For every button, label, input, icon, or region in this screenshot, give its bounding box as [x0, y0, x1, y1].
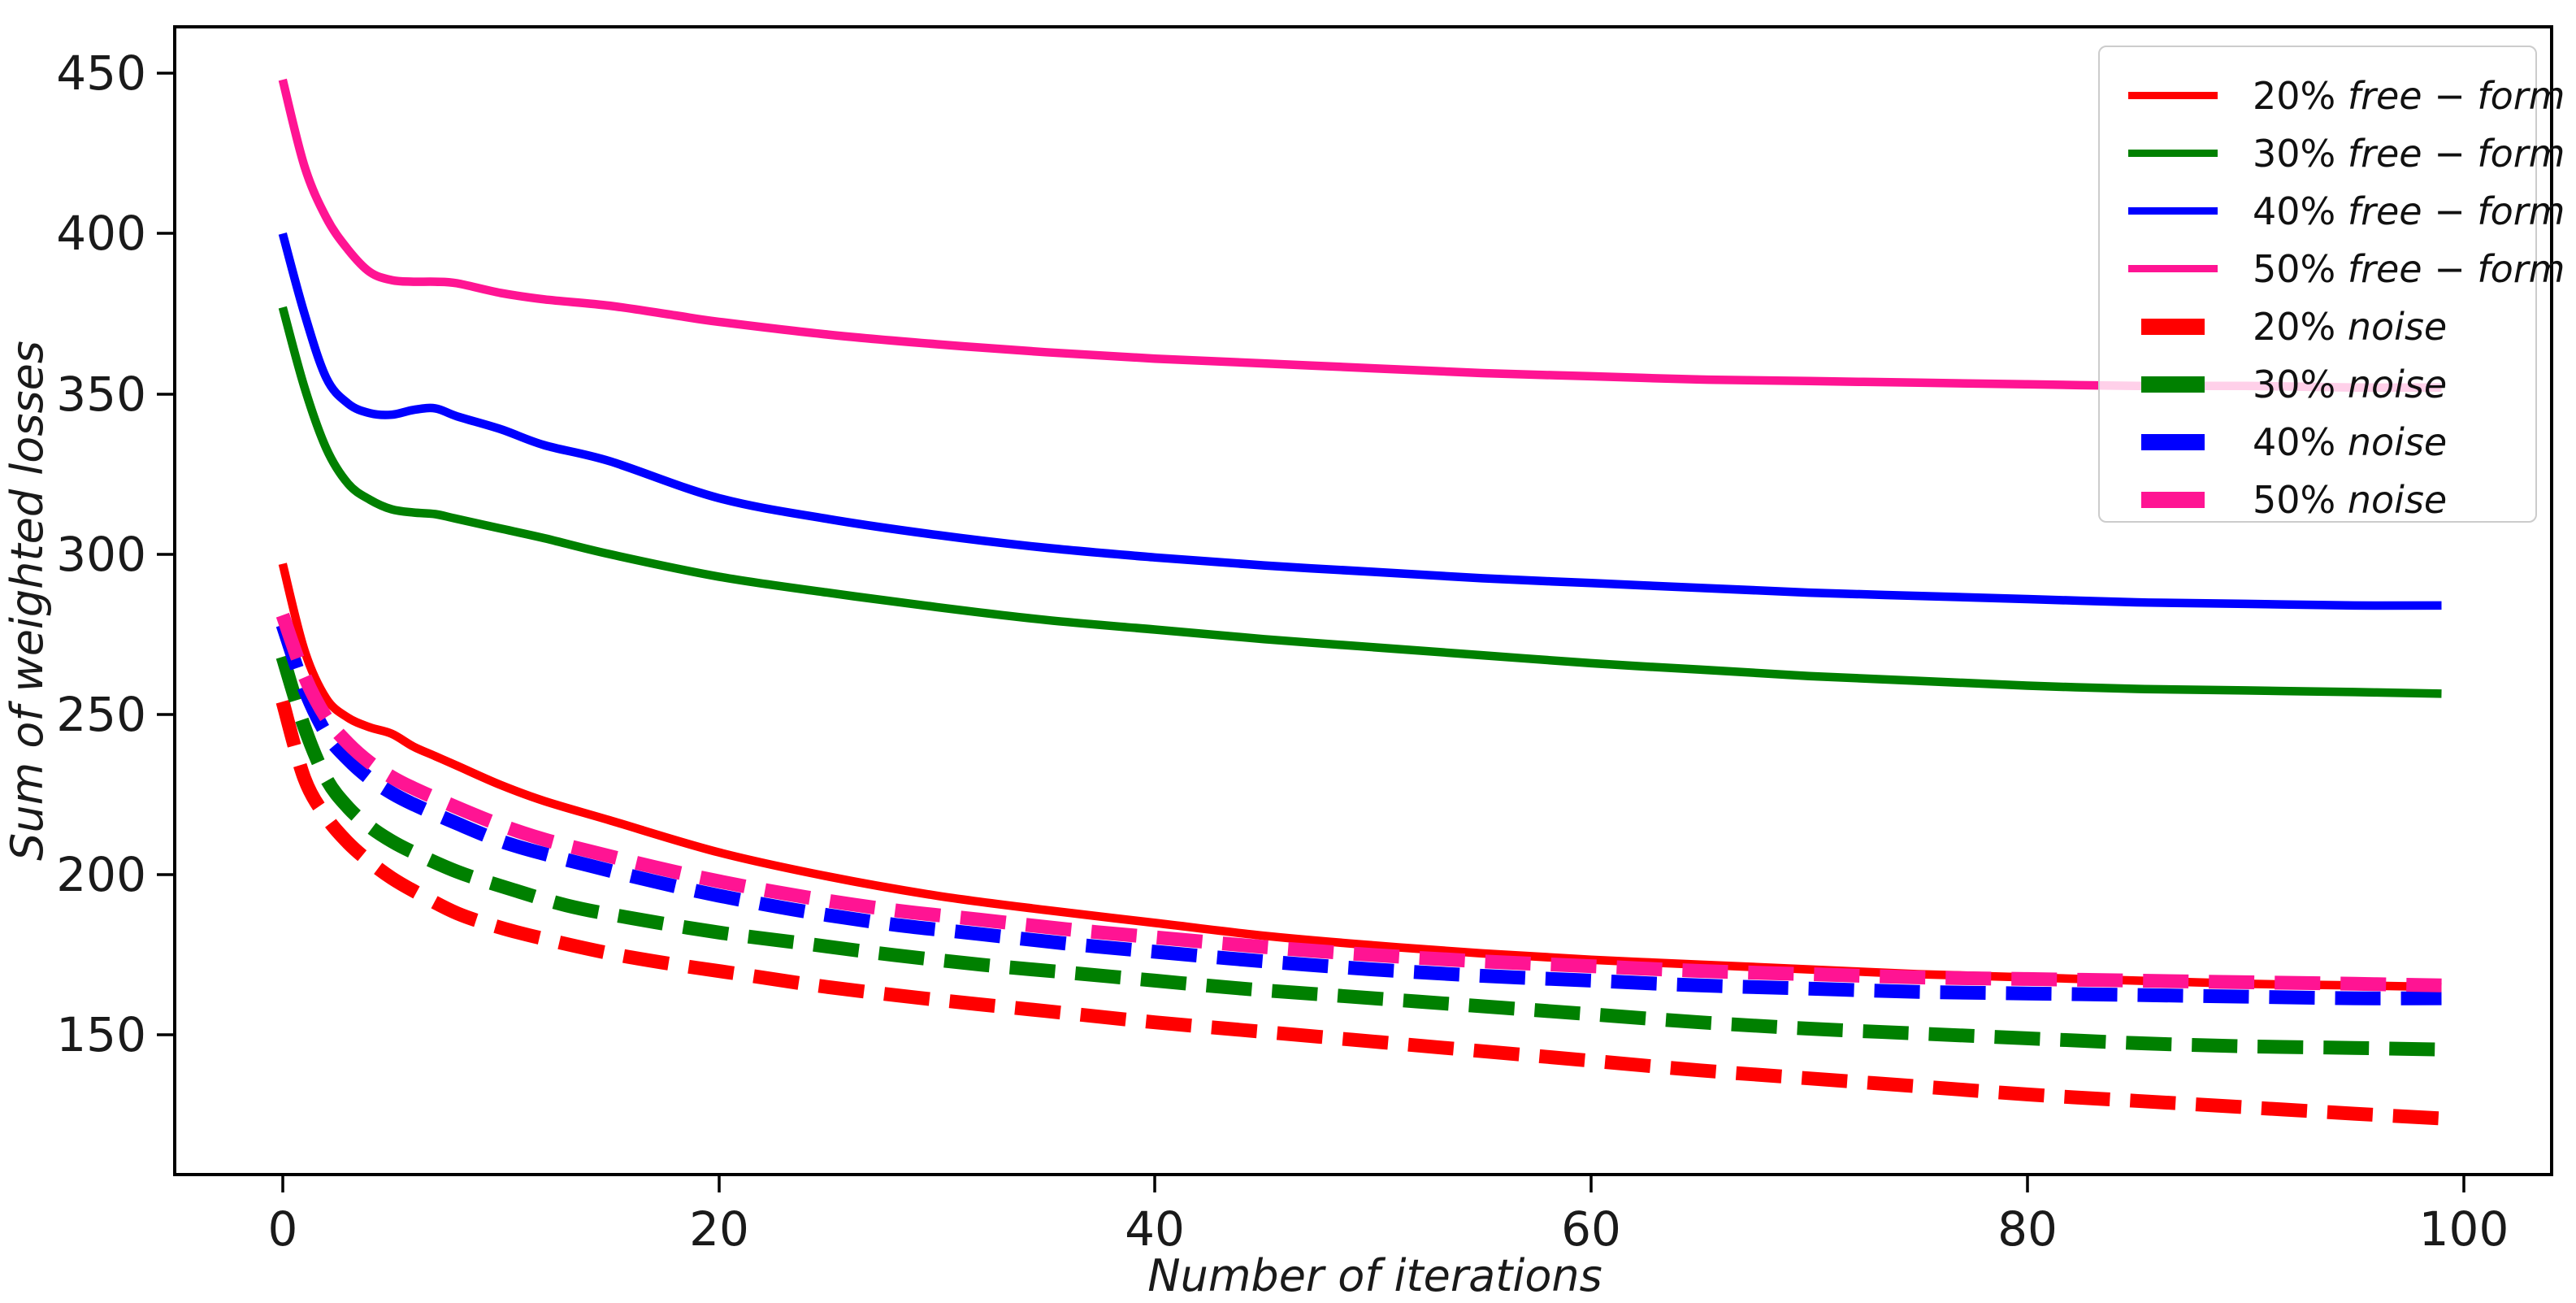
- series-line-50-free-form: [278, 78, 2442, 393]
- y-axis-label: Sum of weighted losses: [2, 341, 53, 861]
- legend-line-swatch: [2128, 150, 2218, 157]
- plot-border: [173, 25, 2553, 1176]
- legend-item: 40% free − form: [2124, 182, 2565, 240]
- legend-item: 50% free − form: [2124, 240, 2565, 298]
- x-axis-label: Number of iterations: [1147, 1250, 1602, 1301]
- x-tick-label: 20: [689, 1201, 749, 1257]
- legend-item: 30% free − form: [2124, 124, 2565, 182]
- series-line-30-free-form: [278, 306, 2442, 698]
- y-tick-label: 200: [56, 847, 146, 902]
- y-tick-label: 150: [56, 1007, 146, 1062]
- x-tick-label: 60: [1561, 1201, 1621, 1257]
- legend-label: 50% free − form: [2253, 246, 2565, 291]
- y-tick-label: 400: [56, 206, 146, 261]
- legend-item: 40% noise: [2124, 413, 2535, 471]
- y-tick-labels: 450 400 350 300 250 200 150: [56, 46, 146, 1062]
- y-tick-label: 350: [56, 367, 146, 422]
- legend-item: 20% noise: [2124, 298, 2535, 355]
- legend-swatch-wrap: [2124, 207, 2222, 215]
- series-line-20-noise: [275, 699, 2442, 1126]
- legend-swatch-wrap: [2124, 433, 2222, 450]
- legend-label: 40% noise: [2253, 419, 2448, 464]
- series-line-30-noise: [275, 654, 2442, 1057]
- legend-dash-swatch: [2141, 491, 2205, 508]
- y-tick-label: 450: [56, 46, 146, 101]
- x-tick-label: 100: [2419, 1201, 2509, 1257]
- legend-line-swatch: [2128, 92, 2218, 99]
- legend-swatch-wrap: [2124, 265, 2222, 272]
- legend-item: 20% free − form: [2124, 67, 2565, 124]
- x-tick-labels: 0 20 40 60 80 100: [268, 1201, 2509, 1257]
- legend-box: 20% free − form 30% free − form 40% free…: [2098, 46, 2565, 523]
- legend-swatch-wrap: [2124, 376, 2222, 393]
- x-tick-label: 0: [268, 1201, 298, 1257]
- legend-dash-swatch: [2141, 433, 2205, 450]
- legend-swatch-wrap: [2124, 491, 2222, 508]
- series-line-20-free-form: [278, 562, 2442, 992]
- legend-line-swatch: [2128, 207, 2218, 215]
- series-line-50-noise: [275, 612, 2442, 992]
- legend-swatch-wrap: [2124, 150, 2222, 157]
- series-line-40-free-form: [278, 232, 2442, 610]
- legend-label: 20% free − form: [2253, 73, 2565, 118]
- x-tick-label: 80: [1997, 1201, 2058, 1257]
- legend-label: 40% free − form: [2253, 189, 2565, 233]
- x-tick-marks: [281, 1175, 2465, 1192]
- y-tick-label: 250: [56, 687, 146, 742]
- series-line-40-noise: [275, 622, 2442, 1005]
- legend-dash-swatch: [2141, 318, 2205, 335]
- x-tick-label: 40: [1125, 1201, 1185, 1257]
- legend-dash-swatch: [2141, 376, 2205, 393]
- legend-label: 30% noise: [2253, 362, 2448, 406]
- legend-item: 50% noise: [2124, 471, 2535, 528]
- legend-label: 30% free − form: [2253, 131, 2565, 176]
- legend-label: 20% noise: [2253, 304, 2448, 349]
- legend-swatch-wrap: [2124, 92, 2222, 99]
- legend-swatch-wrap: [2124, 318, 2222, 335]
- y-tick-marks: [157, 72, 175, 1036]
- legend-line-swatch: [2128, 265, 2218, 272]
- curve-lines: [275, 78, 2442, 1126]
- legend-item: 30% noise: [2124, 355, 2535, 413]
- legend-label: 50% noise: [2253, 477, 2448, 522]
- y-tick-label: 300: [56, 527, 146, 582]
